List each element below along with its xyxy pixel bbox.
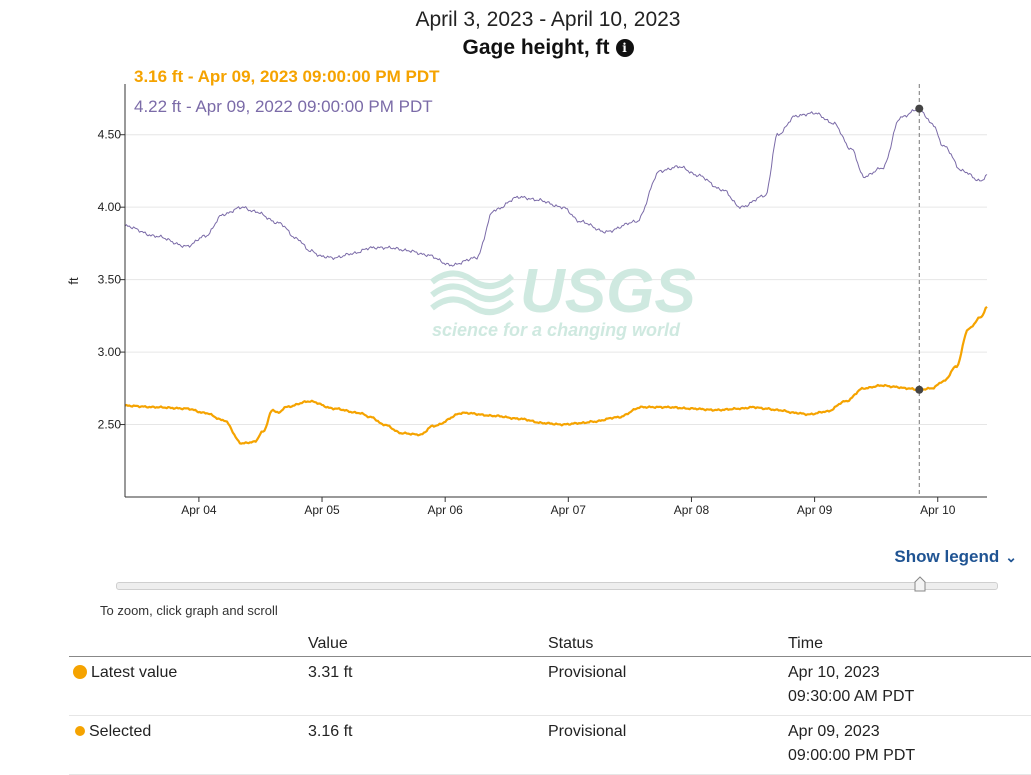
row-status: Provisional — [548, 715, 788, 775]
selected-value-dot-icon — [75, 726, 85, 736]
y-tick-label: 3.00 — [98, 345, 122, 359]
table-row: Selected 3.16 ft Provisional Apr 09, 202… — [69, 715, 1031, 775]
y-tick-label: 4.50 — [98, 128, 122, 142]
chart-header: April 3, 2023 - April 10, 2023 Gage heig… — [0, 6, 1031, 62]
hydrograph-chart[interactable]: USGS science for a changing world ft 2.5… — [0, 0, 1031, 545]
info-icon[interactable]: i — [615, 39, 634, 57]
row-date: Apr 10, 2023 — [788, 664, 880, 681]
table-header-time: Time — [788, 630, 1031, 657]
chevron-down-icon: ⌄ — [1005, 548, 1017, 565]
table-header-row: Value Status Time — [69, 630, 1031, 657]
show-legend-label: Show legend — [894, 547, 1000, 566]
row-label-cell: Selected — [69, 715, 308, 775]
y-tick-label: 2.50 — [98, 418, 122, 432]
row-time: 09:30:00 AM PDT — [788, 688, 915, 705]
cursor-layer — [915, 84, 924, 497]
usgs-watermark: USGS science for a changing world — [430, 257, 696, 340]
row-label-cell: Latest value — [69, 656, 308, 716]
y-axis-label: ft — [66, 277, 81, 285]
row-status: Provisional — [548, 656, 788, 716]
table-header-label — [69, 630, 308, 657]
y-tick-label: 3.50 — [98, 273, 122, 287]
row-time-cell: Apr 09, 2023 09:00:00 PM PDT — [788, 715, 1031, 775]
tooltip-prior-year-value: 4.22 ft - Apr 09, 2022 09:00:00 PM PDT — [134, 97, 433, 116]
row-time: 09:00:00 PM PDT — [788, 747, 916, 764]
row-value: 3.31 ft — [308, 656, 548, 716]
cursor-point-current — [915, 385, 924, 394]
zoom-hint: To zoom, click graph and scroll — [100, 603, 278, 618]
table-header-status: Status — [548, 630, 788, 657]
slider-handle[interactable] — [914, 576, 926, 592]
row-value: 3.16 ft — [308, 715, 548, 775]
table-row: Latest value 3.31 ft Provisional Apr 10,… — [69, 656, 1031, 716]
x-tick-label: Apr 06 — [427, 503, 463, 517]
x-tick-label: Apr 05 — [304, 503, 340, 517]
watermark-brand: USGS — [520, 257, 696, 326]
x-tick-label: Apr 09 — [797, 503, 833, 517]
parameter-title: Gage height, ft i — [463, 34, 634, 62]
table-header-value: Value — [308, 630, 548, 657]
x-tick-label: Apr 08 — [674, 503, 710, 517]
date-range-title: April 3, 2023 - April 10, 2023 — [415, 8, 681, 31]
series-lines — [124, 107, 988, 445]
x-tick-label: Apr 04 — [181, 503, 217, 517]
y-tick-label: 4.00 — [98, 200, 122, 214]
parameter-title-text: Gage height, ft — [462, 36, 610, 59]
latest-value-dot-icon — [73, 665, 87, 679]
series-line-current — [124, 305, 988, 445]
axes: ft 2.50 3.00 3.50 4.00 4.50 Apr 04 Apr 05 Apr 0… — [66, 84, 987, 517]
row-date: Apr 09, 2023 — [788, 723, 880, 740]
cursor-point-prior-year — [915, 104, 924, 113]
time-range-slider[interactable] — [116, 582, 998, 590]
series-line-prior_year — [124, 107, 988, 267]
tooltip-current-value: 3.16 ft - Apr 09, 2023 09:00:00 PM PDT — [134, 67, 440, 86]
show-legend-button[interactable]: Show legend ⌄ — [894, 547, 1017, 567]
row-time-cell: Apr 10, 2023 09:30:00 AM PDT — [788, 656, 1031, 716]
values-table: Value Status Time Latest value 3.31 ft P… — [69, 630, 1031, 775]
row-label: Latest value — [91, 664, 178, 681]
row-label: Selected — [89, 723, 152, 740]
x-tick-label: Apr 10 — [920, 503, 956, 517]
usgs-logo-icon — [430, 270, 515, 315]
x-tick-label: Apr 07 — [551, 503, 587, 517]
watermark-tagline: science for a changing world — [432, 320, 681, 340]
